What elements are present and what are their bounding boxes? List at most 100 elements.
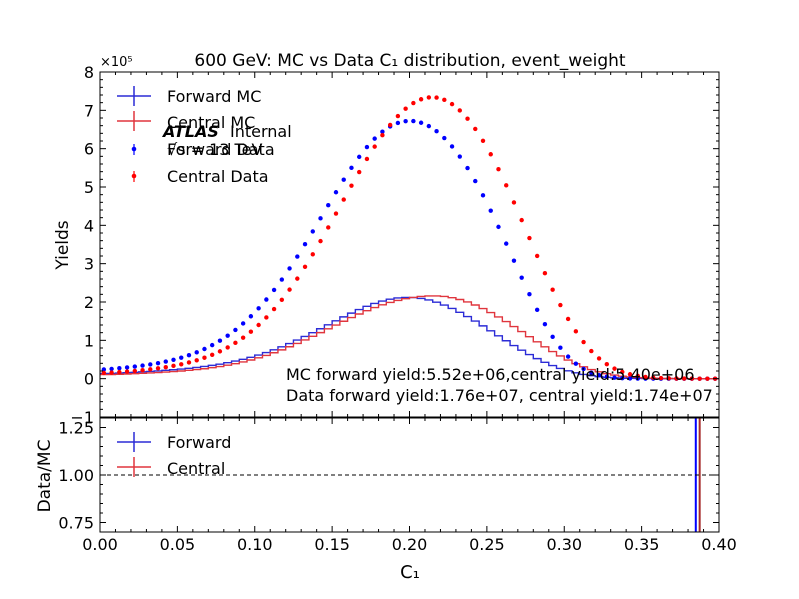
point-central-data [449,101,455,107]
ratio-legend: Forward Central [117,432,231,478]
point-central-data [326,225,331,230]
point-forward-data [295,254,300,259]
point-forward-data [372,136,377,141]
point-central-data [705,376,710,381]
point-central-data [217,349,223,354]
point-central-data [179,362,184,367]
x-tick-label: 0.25 [469,535,505,554]
point-forward-data [349,165,354,171]
legend-entry-forward-data: Forward Data [131,140,275,159]
point-forward-data [186,353,192,358]
point-central-data [689,376,695,381]
x-tick-label: 0.10 [237,535,273,554]
point-central-data [387,122,393,128]
main-panel: −1 0 1 2 3 4 5 6 7 8 ×10⁵ Yields Forward MC Centr… [53,55,720,427]
point-forward-data [418,120,424,125]
point-central-data [442,97,447,103]
legend-label-forward-data: Forward Data [167,140,275,159]
legend-entry-forward-mc: Forward MC [117,86,261,106]
point-central-data [465,116,470,121]
point-central-data [426,95,432,100]
point-forward-data [217,338,223,343]
point-forward-data [573,361,579,366]
x-axis-label: C₁ [400,562,420,583]
point-central-data [279,297,285,302]
point-forward-data [287,266,292,271]
point-forward-data [318,216,323,221]
point-forward-data [449,144,455,149]
point-forward-data [380,129,385,134]
point-central-data [140,367,145,373]
point-forward-data [465,165,470,171]
main-legend: Forward MC Central MC Forward Data Centr… [117,86,275,186]
point-forward-data [411,118,416,124]
point-forward-data [589,370,594,375]
point-forward-data [194,350,199,355]
atlas-label-bold: ATLAS [161,122,219,141]
point-central-data [171,363,176,369]
main-y-tick-label: −1 [70,408,94,427]
point-central-data [674,376,679,381]
point-forward-data [225,333,230,338]
mc-yield-annotation: MC forward yield:5.52e+06,central yield:… [286,365,695,384]
point-central-data [117,369,122,375]
point-central-data [101,370,107,376]
main-y-axis-label: Yields [53,220,73,270]
point-central-data [589,348,594,354]
x-tick-label: 0.40 [701,535,737,554]
ratio-y-tick-label: 0.75 [58,514,94,533]
x-axis-label-text: C₁ [400,562,420,583]
legend-label-central-mc: Central MC [167,113,255,132]
atlas-label-internal: Internal [230,122,292,141]
point-forward-data [124,365,130,370]
point-forward-data [480,193,486,198]
point-central-data [155,366,161,371]
legend-entry-central-mc: Central MC [117,111,255,132]
point-central-data [658,375,664,381]
point-central-data [357,169,362,175]
point-forward-data [550,334,555,340]
point-central-data [411,100,416,106]
point-central-data [697,376,702,381]
point-forward-data [209,342,215,348]
point-forward-data [341,177,346,182]
point-central-data [148,367,153,372]
point-forward-data [542,321,548,327]
point-forward-data [248,314,254,319]
main-y-tick-label: 5 [84,178,94,197]
point-forward-data [504,241,509,246]
point-central-data [318,238,323,244]
legend-label-forward: Forward [167,433,231,452]
point-forward-data [357,154,362,160]
point-forward-data [534,307,540,313]
x-tick-label: 0.15 [314,535,350,554]
point-central-data [651,375,656,380]
chart-title: 600 GeV: MC vs Data C₁ distribution, eve… [194,51,625,71]
point-central-data [434,95,439,100]
point-central-data [488,152,493,157]
atlas-label: ATLAS Internal [161,122,292,141]
point-central-data [124,369,130,374]
point-central-data [271,306,277,312]
point-forward-data [627,376,633,381]
point-central-data [403,106,408,111]
series-forward-mc-step [100,296,719,380]
point-central-data [132,368,138,374]
main-y-tick-label: 3 [84,255,94,274]
point-forward-data [264,297,269,302]
point-central-data [380,133,385,138]
point-central-data [511,200,517,205]
point-central-data [163,365,168,370]
point-forward-data [403,118,408,124]
point-forward-data [310,229,315,234]
point-central-data [604,361,610,367]
point-central-data [186,360,192,365]
x-tick-label: 0.05 [160,535,196,554]
x-tick-label: 0.20 [392,535,428,554]
x-tick-label: 0.30 [546,535,582,554]
point-forward-data [155,360,161,366]
point-central-data [542,271,548,276]
point-central-data [194,358,199,363]
point-forward-data [395,120,401,126]
main-y-tick-label: 7 [84,101,94,120]
